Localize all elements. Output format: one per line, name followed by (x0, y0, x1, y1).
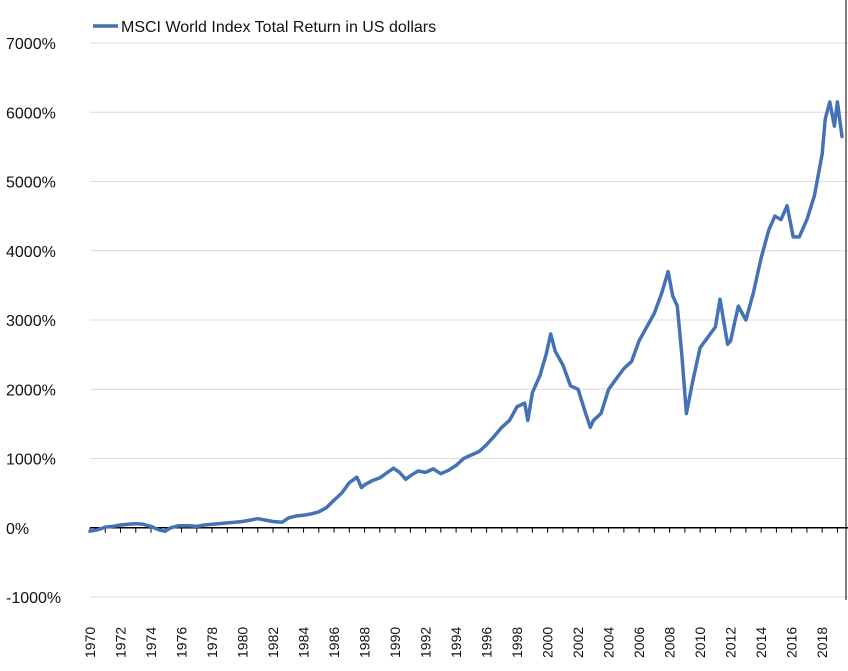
x-tick-label: 2008 (662, 627, 678, 658)
x-tick-label: 2014 (753, 627, 769, 658)
legend: MSCI World Index Total Return in US doll… (93, 19, 436, 36)
x-tick-label: 1976 (174, 627, 190, 658)
x-tick-label: 1994 (448, 627, 464, 658)
x-tick-label: 2010 (692, 627, 708, 658)
y-tick-label: 0% (6, 521, 29, 538)
x-tick-label: 1990 (387, 627, 403, 658)
x-tick-label: 1982 (265, 627, 281, 658)
y-tick-label: 7000% (6, 36, 56, 53)
x-tick-label: 2016 (784, 627, 800, 658)
x-tick-label: 1980 (235, 627, 251, 658)
x-tick-label: 1972 (113, 627, 129, 658)
series-layer (88, 100, 844, 533)
x-tick-label: 1992 (418, 627, 434, 658)
y-tick-label: 6000% (6, 105, 56, 122)
x-tick-label: 2000 (540, 627, 556, 658)
x-tick-label: 1978 (204, 627, 220, 658)
y-tick-label: 4000% (6, 244, 56, 261)
x-tick-label: 2018 (814, 627, 830, 658)
y-tick-label: 1000% (6, 452, 56, 469)
x-tick-label: 1988 (357, 627, 373, 658)
x-tick-label: 2004 (601, 627, 617, 658)
x-tick-label: 1974 (143, 627, 159, 658)
x-tick-label: 1998 (509, 627, 525, 658)
series-line-msci-world (88, 100, 844, 533)
x-tick-label: 1970 (82, 627, 98, 658)
y-tick-label: 2000% (6, 382, 56, 399)
x-tick-label: 2006 (631, 627, 647, 658)
x-tick-labels: 1970 1972 1974 1976 1978 1980 1982 1984 1986 1988… (82, 627, 830, 658)
y-tick-label: -1000% (6, 590, 61, 607)
x-tick-label: 1986 (326, 627, 342, 658)
x-tick-label: 1996 (479, 627, 495, 658)
y-tick-label: 5000% (6, 175, 56, 192)
x-tick-label: 2012 (723, 627, 739, 658)
x-tick-label: 1984 (296, 627, 312, 658)
x-tick-label: 2002 (570, 627, 586, 658)
y-tick-labels: -1000% 0% 1000% 2000% 3000% 4000% 5000% 6000% 70… (6, 36, 61, 607)
axes (89, 0, 848, 600)
gridlines (90, 42, 848, 598)
y-tick-label: 3000% (6, 313, 56, 330)
legend-label: MSCI World Index Total Return in US doll… (121, 19, 436, 36)
